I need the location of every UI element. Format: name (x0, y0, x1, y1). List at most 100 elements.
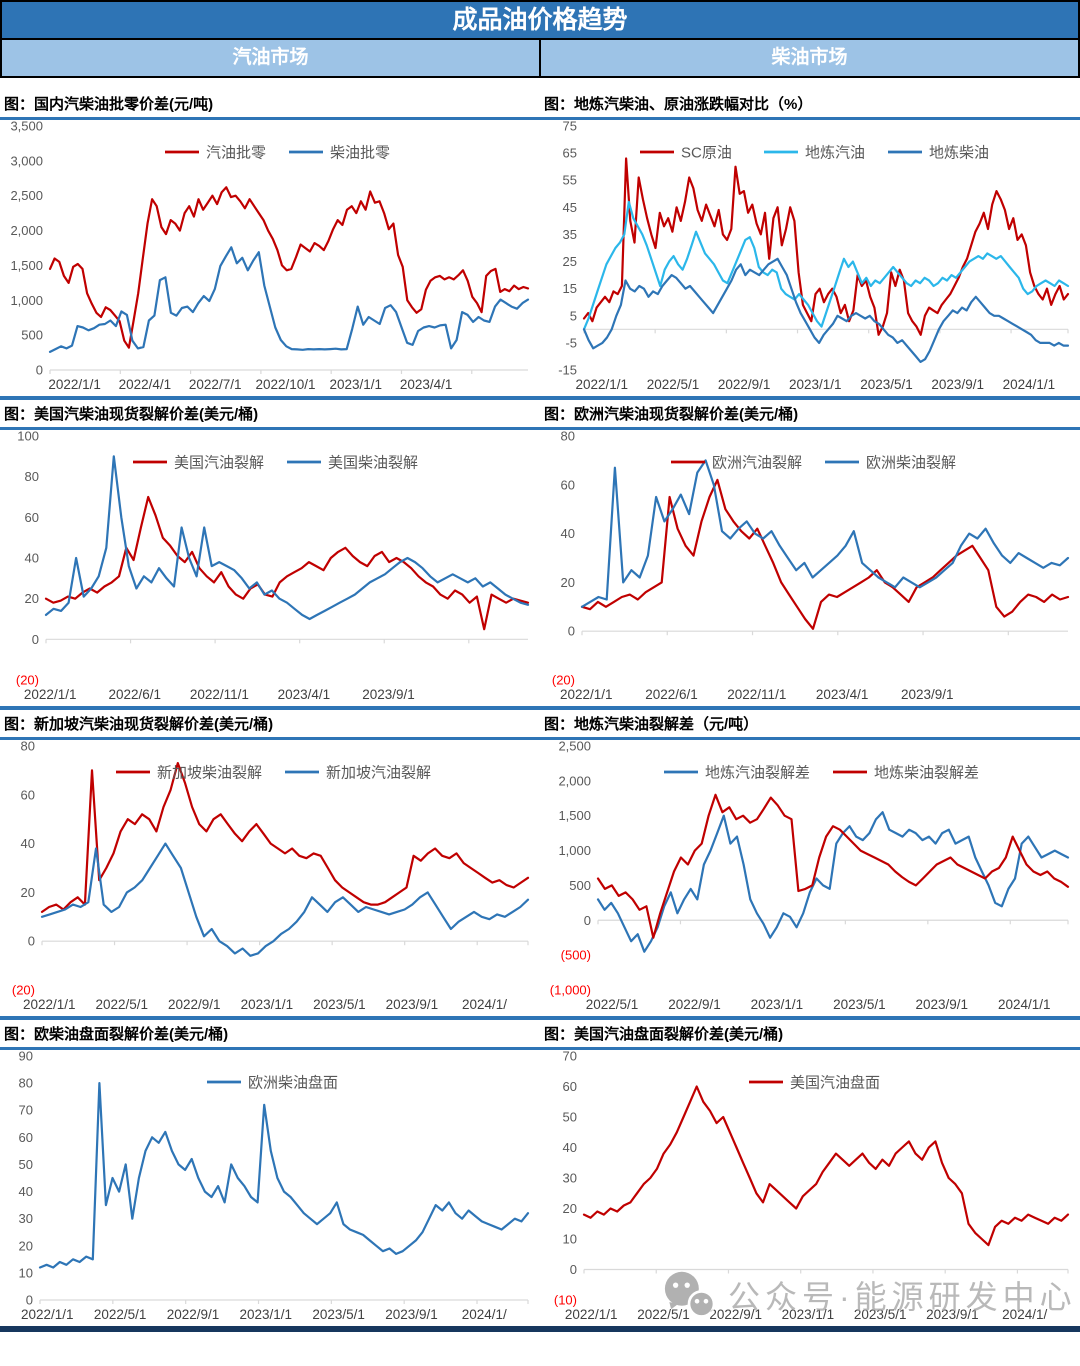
svg-text:2023/5/1: 2023/5/1 (312, 1307, 365, 1322)
svg-text:80: 80 (21, 740, 35, 754)
svg-text:10: 10 (563, 1232, 577, 1247)
title-rule (0, 737, 1080, 740)
line-chart: 80 60 40 20 0 (20)2022/1/1 2022/6/1 2022/11/1 20… (552, 429, 1070, 702)
chart-title-us-spot-crack-spread: 图：美国汽柴油现货裂解价差(美元/桶) (4, 406, 259, 423)
svg-text:2023/1/1: 2023/1/1 (241, 997, 294, 1012)
svg-text:2023/9/1: 2023/9/1 (385, 1307, 438, 1322)
chart-7-canvas: 90 80 70 60 50 40 30 20 10 0 2022/1/1 2022/5/1 2022/… (0, 1049, 540, 1326)
svg-text:1,500: 1,500 (558, 808, 591, 823)
svg-text:20: 20 (561, 575, 575, 590)
svg-text:2022/5/1: 2022/5/1 (94, 1307, 147, 1322)
svg-text:20: 20 (21, 885, 35, 900)
svg-text:65: 65 (563, 146, 577, 161)
chart-title-refinery-crude-change-comparison: 图：地炼汽柴油、原油涨跌幅对比（%） (544, 96, 813, 113)
svg-text:欧洲柴油盘面: 欧洲柴油盘面 (248, 1074, 338, 1092)
svg-text:0: 0 (584, 913, 591, 928)
chart-3-canvas: 100 80 60 40 20 0 (20) 2022/1/1 2022/6/1 2022/11/… (0, 429, 540, 706)
svg-text:50: 50 (563, 1110, 577, 1125)
svg-text:2,000: 2,000 (558, 773, 591, 788)
svg-text:美国柴油裂解: 美国柴油裂解 (328, 455, 418, 472)
svg-text:-5: -5 (565, 335, 577, 350)
chart-title-us-gasoline-futures-crack: 图：美国汽油盘面裂解价差(美元/桶) (544, 1026, 784, 1043)
svg-text:汽油批零: 汽油批零 (206, 145, 266, 162)
chart-2-canvas: 75 65 55 45 35 25 15 5 -5 -15 2022/1/1 2022/5/1 2022… (540, 119, 1080, 396)
svg-text:2023/4/1: 2023/4/1 (278, 687, 331, 702)
svg-text:75: 75 (563, 120, 577, 134)
chart-row-1: 图：国内汽柴油批零价差(元/吨) 图：地炼汽柴油、原油涨跌幅对比（%） 3,50… (0, 90, 1080, 400)
svg-text:2023/9/1: 2023/9/1 (931, 377, 984, 392)
svg-text:2022/1/1: 2022/1/1 (576, 377, 629, 392)
svg-text:70: 70 (19, 1103, 33, 1118)
svg-text:地炼柴油: 地炼柴油 (929, 145, 989, 162)
svg-text:50: 50 (19, 1157, 33, 1172)
svg-text:20: 20 (19, 1238, 33, 1253)
svg-text:2023/1/1: 2023/1/1 (240, 1307, 293, 1322)
svg-text:2023/9/1: 2023/9/1 (901, 687, 954, 702)
svg-text:地炼柴油裂解差: 地炼柴油裂解差 (874, 765, 979, 782)
svg-text:60: 60 (25, 510, 39, 525)
svg-text:2022/1/1: 2022/1/1 (565, 1307, 618, 1322)
chart-8-canvas: 70 60 50 40 30 20 10 0 (10) 2022/1/1 2022/5/1 2022/… (540, 1049, 1080, 1326)
svg-text:60: 60 (563, 1079, 577, 1094)
svg-text:2,500: 2,500 (10, 188, 43, 203)
svg-text:美国汽油盘面: 美国汽油盘面 (790, 1074, 880, 1092)
svg-text:2022/9/1: 2022/9/1 (709, 1307, 762, 1322)
svg-text:2022/6/1: 2022/6/1 (645, 687, 698, 702)
svg-text:90: 90 (19, 1050, 33, 1064)
svg-text:2023/9/1: 2023/9/1 (386, 997, 439, 1012)
line-chart: 2,5002,0001,5001,0005000(500)(1,000)2022… (550, 739, 1070, 1012)
svg-text:2022/1/1: 2022/1/1 (24, 687, 77, 702)
svg-text:新加坡汽油裂解: 新加坡汽油裂解 (326, 765, 431, 782)
svg-text:2022/5/1: 2022/5/1 (637, 1307, 690, 1322)
svg-text:30: 30 (563, 1171, 577, 1186)
svg-text:2024/1/1: 2024/1/1 (1003, 377, 1056, 392)
svg-text:(10): (10) (554, 1293, 577, 1308)
title-rule (0, 117, 1080, 120)
report-title: 成品油价格趋势 (0, 0, 1080, 40)
svg-text:-15: -15 (558, 363, 577, 378)
svg-text:2023/5/1: 2023/5/1 (833, 997, 886, 1012)
svg-text:2022/5/1: 2022/5/1 (586, 997, 639, 1012)
chart-1-canvas: 3,500 3,000 2,500 2,000 1,500 1,000 500 0 2022/1… (0, 119, 540, 396)
svg-text:2024/1/: 2024/1/ (462, 997, 507, 1012)
svg-text:60: 60 (19, 1130, 33, 1145)
chart-title-refinery-crack-spread: 图：地炼汽柴油裂解差（元/吨） (544, 716, 759, 733)
svg-text:2023/1/1: 2023/1/1 (789, 377, 842, 392)
svg-text:2022/4/1: 2022/4/1 (119, 377, 172, 392)
svg-text:2023/5/1: 2023/5/1 (313, 997, 366, 1012)
svg-text:25: 25 (563, 254, 577, 269)
svg-text:2024/1/: 2024/1/ (1002, 1307, 1047, 1322)
svg-text:2023/9/1: 2023/9/1 (926, 1307, 979, 1322)
chart-5-canvas: 80 60 40 20 0 (20) 2022/1/1 2022/5/1 2022/9/1 202… (0, 739, 540, 1016)
svg-text:2022/6/1: 2022/6/1 (109, 687, 162, 702)
svg-text:2023/5/1: 2023/5/1 (860, 377, 913, 392)
svg-text:2022/9/1: 2022/9/1 (167, 1307, 220, 1322)
column-header-diesel-market: 柴油市场 (541, 40, 1078, 76)
svg-text:60: 60 (21, 787, 35, 802)
svg-text:地炼汽油: 地炼汽油 (805, 145, 865, 162)
line-chart: 70 60 50 40 30 20 10 0 (10)2022/1/1 2022/5/1 2022/… (554, 1049, 1070, 1322)
svg-text:2022/11/1: 2022/11/1 (190, 687, 249, 702)
svg-text:2022/5/1: 2022/5/1 (647, 377, 700, 392)
svg-text:2023/9/1: 2023/9/1 (916, 997, 969, 1012)
svg-text:40: 40 (19, 1184, 33, 1199)
svg-text:0: 0 (36, 363, 43, 378)
svg-text:500: 500 (569, 878, 591, 893)
svg-text:2024/1/1: 2024/1/1 (998, 997, 1051, 1012)
svg-text:20: 20 (563, 1201, 577, 1216)
svg-text:2023/1/1: 2023/1/1 (782, 1307, 835, 1322)
svg-text:欧洲柴油裂解: 欧洲柴油裂解 (866, 455, 956, 472)
svg-text:2022/1/1: 2022/1/1 (21, 1307, 74, 1322)
svg-text:(20): (20) (16, 673, 39, 688)
svg-text:(1,000): (1,000) (550, 983, 591, 998)
svg-text:(20): (20) (552, 673, 575, 688)
svg-text:40: 40 (561, 526, 575, 541)
market-columns-header: 汽油市场 柴油市场 (0, 40, 1080, 78)
svg-text:美国汽油裂解: 美国汽油裂解 (174, 455, 264, 472)
row-divider (0, 1016, 1080, 1020)
svg-text:80: 80 (561, 430, 575, 444)
svg-text:15: 15 (563, 281, 577, 296)
svg-text:30: 30 (19, 1211, 33, 1226)
